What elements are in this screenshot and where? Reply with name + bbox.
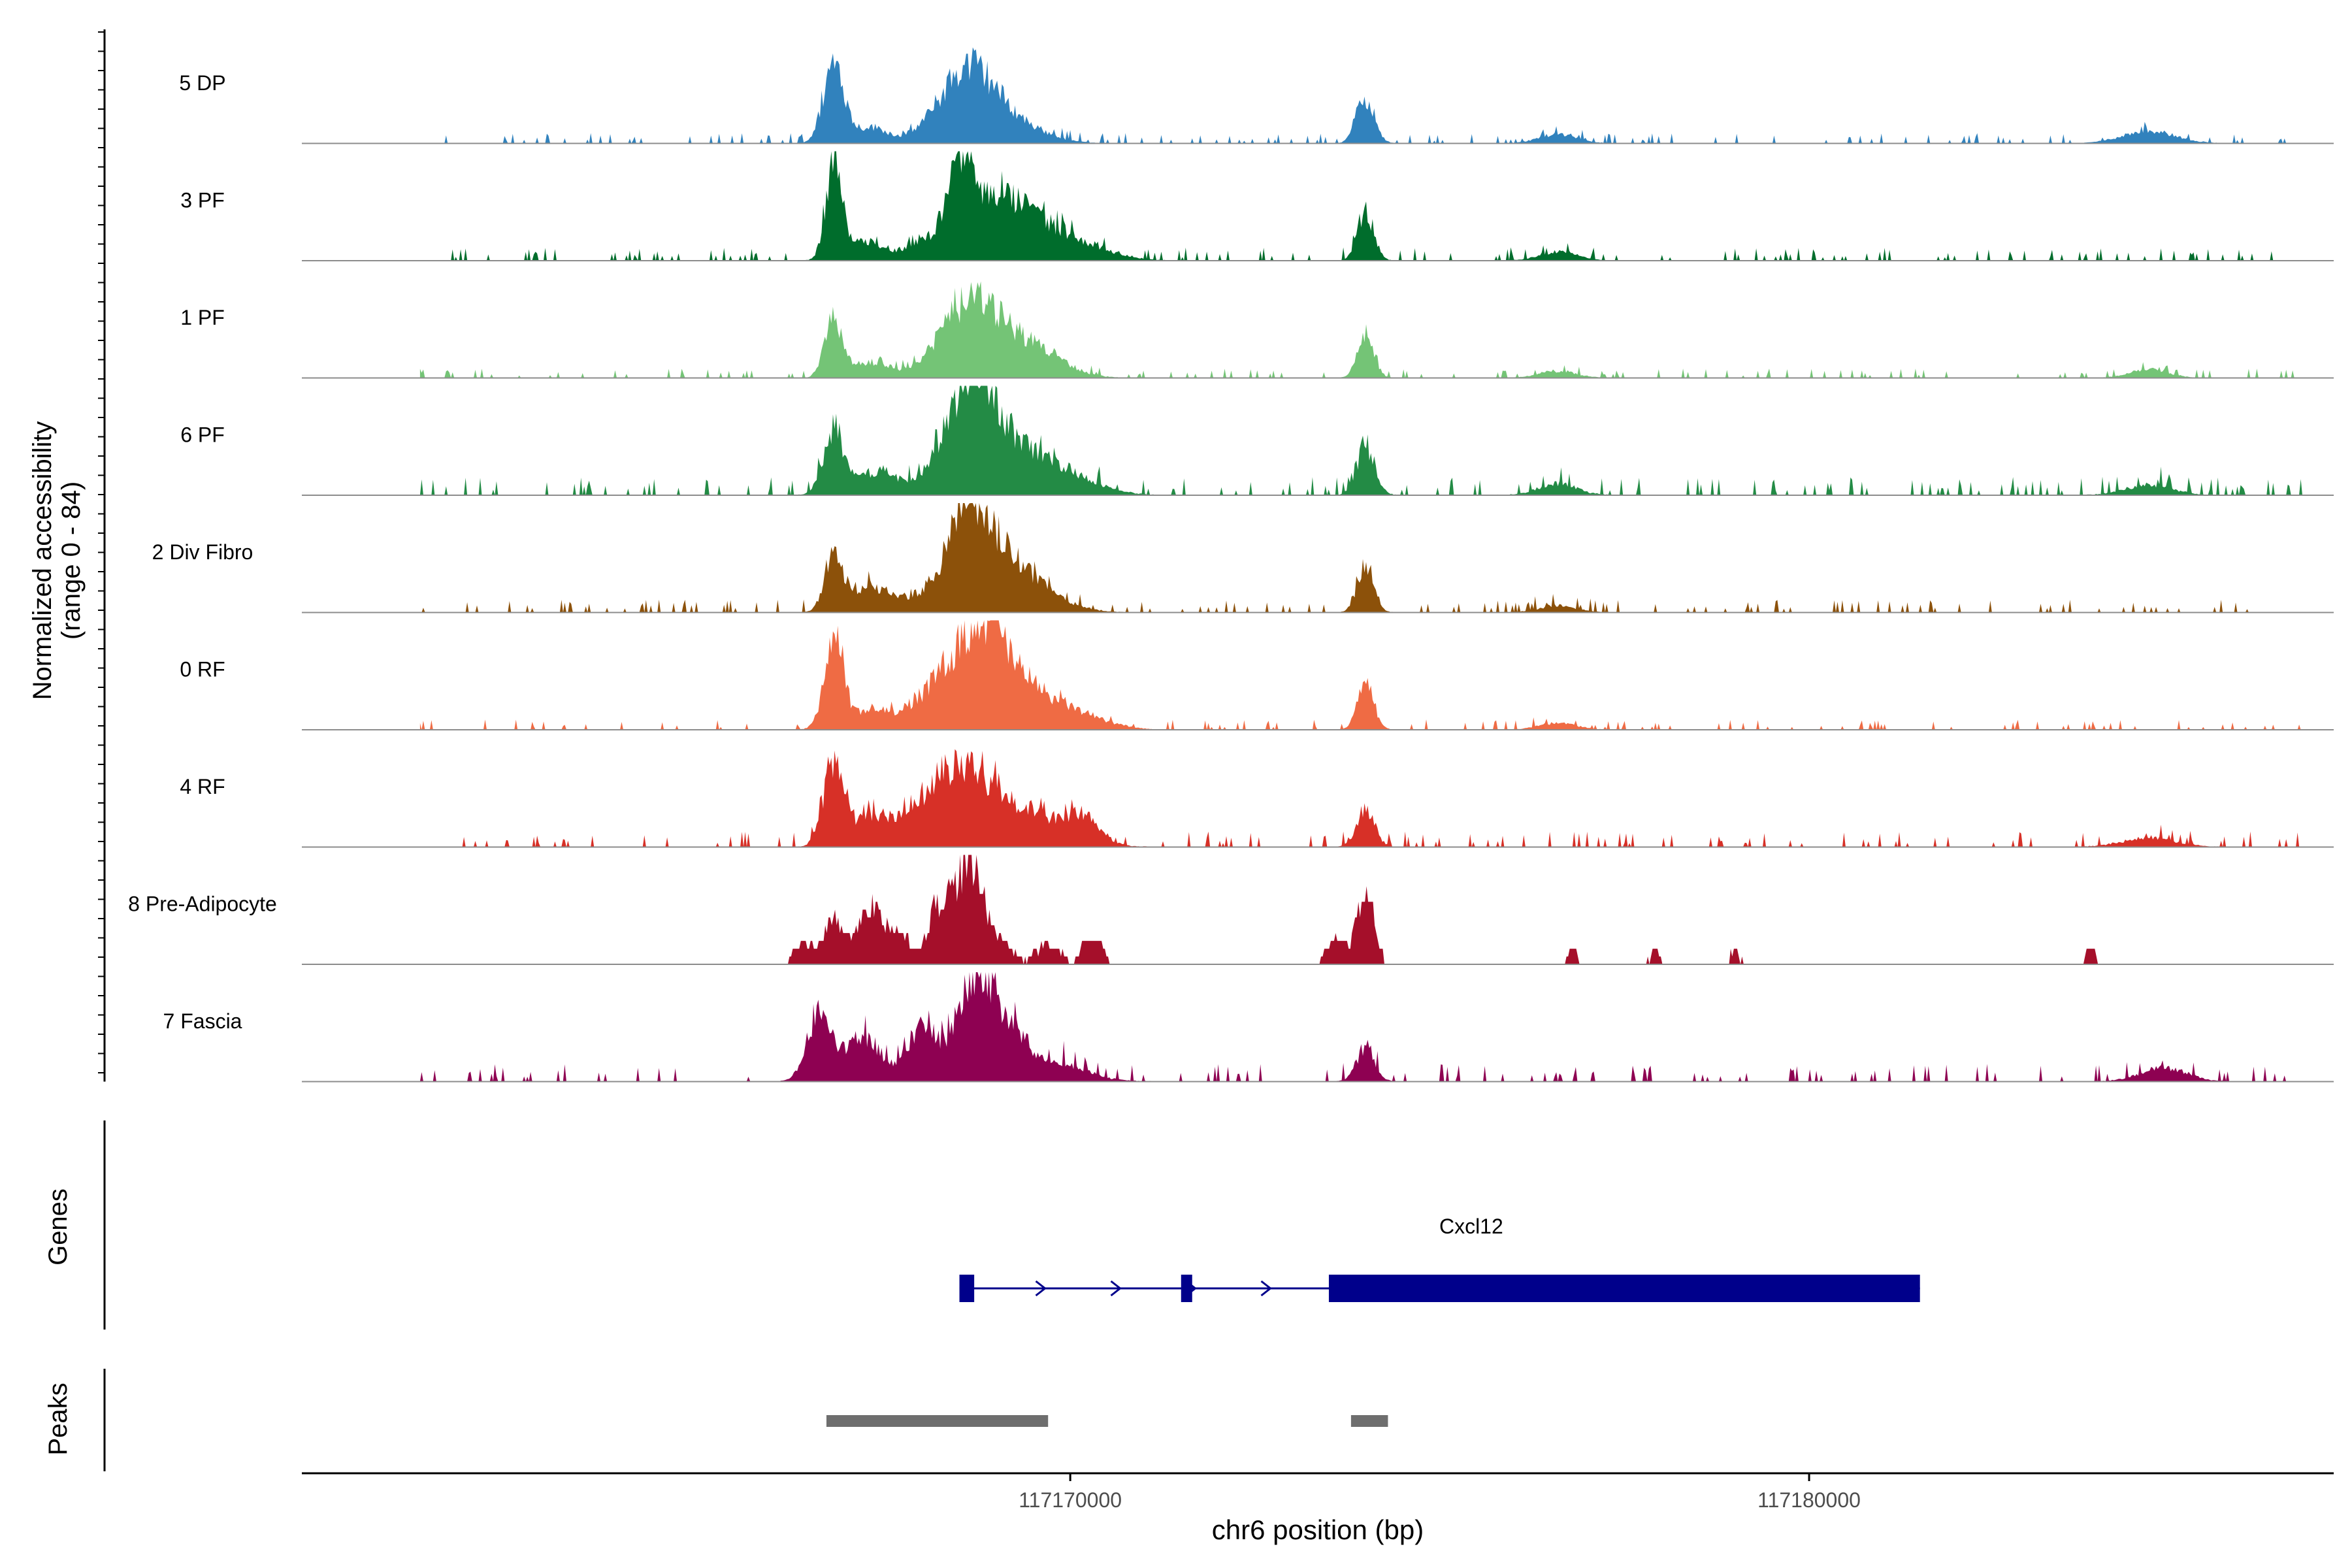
coverage-area [419, 151, 2304, 261]
coverage-area [419, 281, 2304, 378]
track-label: 0 RF [180, 658, 225, 681]
peaks-track [826, 1415, 1388, 1427]
track-label: 5 DP [179, 71, 225, 95]
coverage-tracks: 5 DP 3 PF 1 PF 6 PF 2 Div Fibro 0 RF 4 RF 8 Pre… [128, 47, 2334, 1083]
track-label: 4 RF [180, 775, 225, 798]
genes-panel-title: Genes [44, 1188, 73, 1266]
x-axis-title: chr6 position (bp) [1212, 1514, 1424, 1545]
coverage-area [419, 972, 2304, 1082]
track-label: 2 Div Fibro [152, 540, 253, 564]
strand-arrow [1260, 1280, 1272, 1297]
coverage-area [419, 503, 2304, 613]
coverage-area [546, 855, 2223, 964]
track-label: 3 PF [180, 189, 225, 212]
y-axis-title-range: (range 0 - 84) [57, 482, 86, 640]
track-label: 6 PF [180, 423, 225, 447]
coverage-area [419, 385, 2304, 495]
peaks-panel-title: Peaks [44, 1382, 73, 1455]
strand-arrow [1110, 1280, 1122, 1297]
gene-annotation-track: Cxcl12 [959, 1215, 1920, 1302]
coverage-area [419, 47, 2304, 144]
track-label: 7 Fascia [163, 1009, 242, 1033]
track-label: 1 PF [180, 306, 225, 329]
strand-arrow [1035, 1280, 1047, 1297]
gene-name-label: Cxcl12 [1439, 1215, 1503, 1238]
track-label: 8 Pre-Adipocyte [128, 892, 277, 916]
coverage-area [419, 620, 2304, 730]
coverage-area [419, 749, 2304, 847]
gene-exon [959, 1275, 975, 1302]
gene-exon [1181, 1275, 1192, 1302]
axes: 117170000 117180000 [98, 29, 2334, 1512]
x-tick-label: 117170000 [1019, 1488, 1122, 1512]
y-axis-title: Normalized accessibility [28, 421, 57, 700]
gene-exon [1328, 1275, 1920, 1302]
peak-region [826, 1415, 1049, 1427]
x-tick-label: 117180000 [1757, 1488, 1861, 1512]
peak-region [1350, 1415, 1388, 1427]
